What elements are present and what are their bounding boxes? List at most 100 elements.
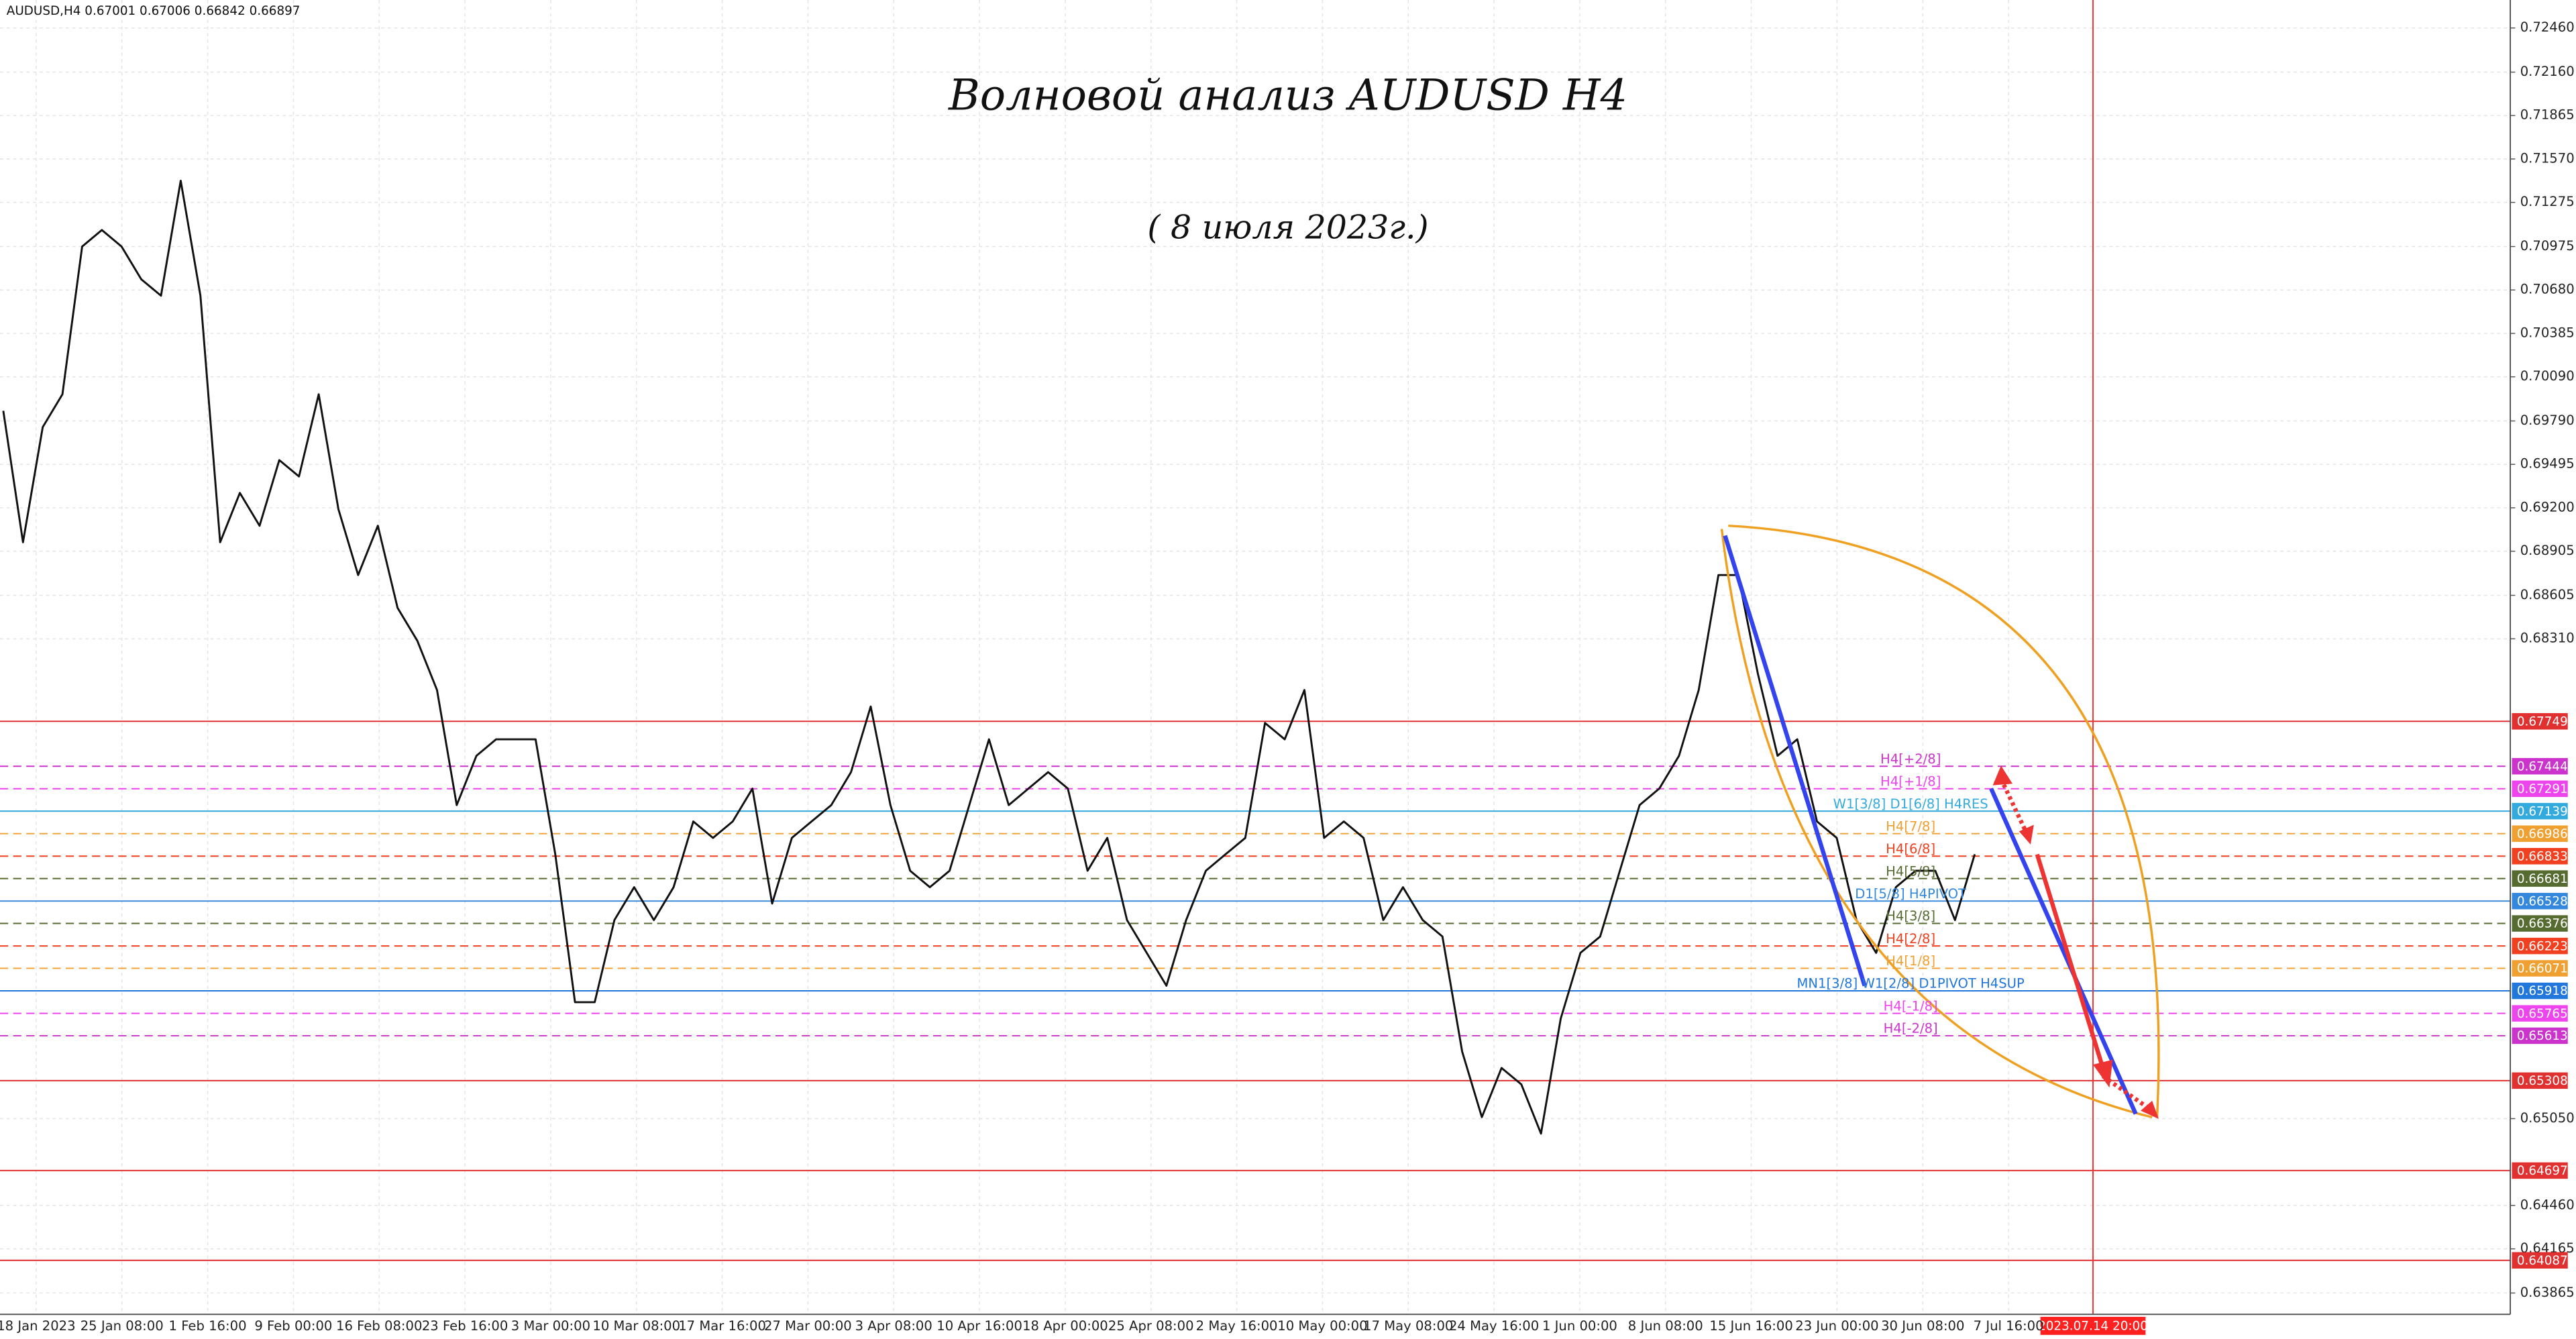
x-tick-label: 17 Mar 16:00 — [678, 1318, 766, 1334]
arc — [1720, 529, 2153, 1119]
level-name: W1[3/8] D1[6/8] H4RES — [1833, 796, 1988, 812]
arrowhead — [1992, 765, 2012, 786]
y-tick-label: 0.68310 — [2520, 631, 2575, 646]
x-tick-label: 1 Feb 16:00 — [169, 1318, 247, 1334]
y-tick-label: 0.72160 — [2520, 64, 2575, 79]
x-tick-label: 3 Mar 00:00 — [511, 1318, 590, 1334]
y-tick-label: 0.70090 — [2520, 368, 2575, 384]
level-price: 0.64697 — [2517, 1164, 2568, 1178]
x-tick-label: 25 Jan 08:00 — [80, 1318, 164, 1334]
level-price: 0.67291 — [2517, 782, 2568, 796]
x-tick-label: 23 Jun 00:00 — [1795, 1318, 1878, 1334]
x-tick-label: 24 May 16:00 — [1449, 1318, 1539, 1334]
y-tick-label: 0.69200 — [2520, 499, 2575, 515]
level-price: 0.67749 — [2517, 715, 2568, 729]
x-tick-label: 16 Feb 08:00 — [336, 1318, 422, 1334]
y-tick-label: 0.70680 — [2520, 282, 2575, 297]
y-tick-label: 0.71865 — [2520, 107, 2575, 123]
level-name: H4[2/8] — [1886, 931, 1935, 947]
x-tick-label: 8 Jun 08:00 — [1628, 1318, 1703, 1334]
level-box — [2512, 1162, 2568, 1179]
x-tick-label: 7 Jul 16:00 — [1974, 1318, 2044, 1334]
level-name: H4[5/8] — [1886, 863, 1935, 879]
level-price: 0.65613 — [2517, 1029, 2568, 1043]
y-tick-label: 0.64460 — [2520, 1197, 2575, 1212]
level-box — [2512, 713, 2568, 730]
level-name: H4[+1/8] — [1880, 773, 1941, 789]
x-tick-label: 10 Apr 16:00 — [936, 1318, 1022, 1334]
level-box — [2512, 982, 2568, 1000]
level-box — [2512, 757, 2568, 775]
y-tick-label: 0.68605 — [2520, 587, 2575, 602]
level-box — [2512, 1072, 2568, 1089]
level-price: 0.64087 — [2517, 1254, 2568, 1268]
y-tick-label: 0.72460 — [2520, 19, 2575, 35]
level-price: 0.66986 — [2517, 827, 2568, 841]
x-tick-label: 1 Jun 00:00 — [1542, 1318, 1617, 1334]
level-price: 0.66376 — [2517, 917, 2568, 931]
chart-title: Волновой анализ AUDUSD H4 — [948, 70, 1627, 120]
level-name: H4[3/8] — [1886, 908, 1935, 924]
x-tick-label: 15 Jun 16:00 — [1709, 1318, 1792, 1334]
time-marker-box — [2040, 1316, 2146, 1335]
y-tick-label: 0.63865 — [2520, 1285, 2575, 1300]
y-tick-label: 0.70975 — [2520, 238, 2575, 254]
level-price: 0.65765 — [2517, 1007, 2568, 1021]
time-marker-label: 2023.07.14 20:00 — [2038, 1320, 2148, 1334]
x-tick-label: 17 May 08:00 — [1363, 1318, 1453, 1334]
arc — [1728, 524, 2160, 1118]
y-tick-label: 0.71275 — [2520, 194, 2575, 209]
level-box — [2512, 848, 2568, 865]
level-box — [2512, 1027, 2568, 1045]
x-tick-label: 18 Apr 00:00 — [1022, 1318, 1108, 1334]
level-name: H4[1/8] — [1886, 953, 1935, 969]
level-price: 0.67139 — [2517, 804, 2568, 818]
level-price: 0.66833 — [2517, 849, 2568, 863]
level-price: 0.66681 — [2517, 872, 2568, 886]
y-tick-label: 0.70385 — [2520, 325, 2575, 340]
level-name: D1[5/8] H4PIVOT — [1855, 886, 1967, 902]
arrowhead — [2141, 1100, 2159, 1119]
x-tick-label: 2 May 16:00 — [1196, 1318, 1278, 1334]
level-price: 0.65918 — [2517, 984, 2568, 998]
annotations — [1720, 524, 2160, 1119]
x-tick-label: 18 Jan 2023 — [0, 1318, 76, 1334]
x-tick-label: 9 Feb 00:00 — [254, 1318, 332, 1334]
price-series — [2, 179, 1976, 1135]
level-box — [2512, 802, 2568, 820]
level-name: H4[7/8] — [1886, 818, 1935, 834]
x-tick-label: 25 Apr 08:00 — [1108, 1318, 1194, 1334]
level-box — [2512, 892, 2568, 910]
level-name: H4[-1/8] — [1884, 998, 1938, 1014]
x-tick-label: 10 Mar 08:00 — [592, 1318, 680, 1334]
x-tick-label: 30 Jun 08:00 — [1881, 1318, 1964, 1334]
wave-line — [1723, 535, 1867, 987]
symbol-header: AUDUSD,H4 0.67001 0.67006 0.66842 0.6689… — [7, 4, 301, 18]
level-name: H4[+2/8] — [1880, 751, 1941, 767]
levels — [0, 720, 2511, 1261]
y-tick-label: 0.65050 — [2520, 1110, 2575, 1126]
level-box — [2512, 1005, 2568, 1022]
level-name: H4[-2/8] — [1884, 1021, 1938, 1036]
arrowhead — [2019, 824, 2034, 845]
y-tick-label: 0.64165 — [2520, 1240, 2575, 1256]
level-name: MN1[3/8] W1[2/8] D1PIVOT H4SUP — [1797, 976, 2025, 992]
y-tick-label: 0.68905 — [2520, 543, 2575, 558]
level-box — [2512, 960, 2568, 977]
level-price: 0.66223 — [2517, 939, 2568, 953]
y-tick-label: 0.69495 — [2520, 456, 2575, 472]
level-box — [2512, 870, 2568, 887]
x-tick-label: 3 Apr 08:00 — [855, 1318, 932, 1334]
grid — [0, 0, 2511, 1315]
level-box — [2512, 937, 2568, 955]
level-price: 0.67444 — [2517, 759, 2568, 773]
level-price: 0.65308 — [2517, 1074, 2568, 1088]
level-box — [2512, 780, 2568, 798]
x-tick-label: 23 Feb 16:00 — [422, 1318, 508, 1334]
chart-subtitle: ( 8 июля 2023г.) — [1147, 208, 1428, 246]
x-tick-label: 27 Mar 00:00 — [764, 1318, 852, 1334]
y-tick-label: 0.71570 — [2520, 150, 2575, 166]
